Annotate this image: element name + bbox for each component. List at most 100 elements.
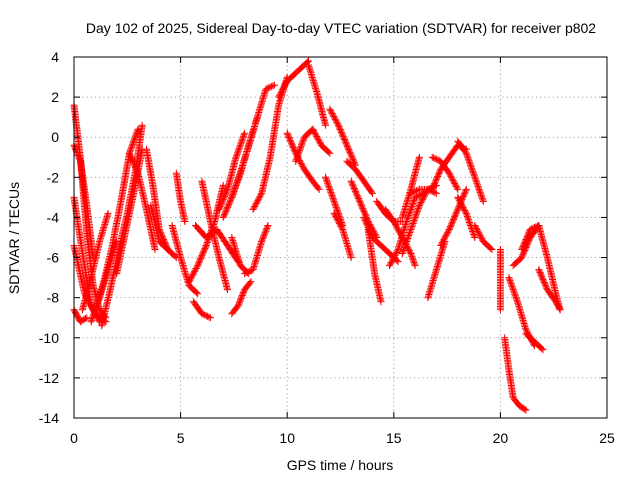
data-point	[87, 301, 95, 309]
y-tick-label: -8	[47, 290, 60, 306]
data-point	[222, 190, 230, 198]
series-track	[505, 274, 538, 350]
data-point	[449, 217, 457, 225]
data-point	[521, 405, 529, 413]
data-point	[219, 181, 227, 189]
data-point	[332, 203, 340, 211]
data-point	[270, 81, 278, 89]
data-point	[258, 236, 266, 244]
data-point	[540, 277, 548, 285]
data-point	[240, 131, 248, 139]
data-point	[334, 121, 342, 129]
data-point	[459, 204, 467, 212]
data-point	[218, 198, 226, 206]
data-point	[188, 273, 195, 281]
data-point	[338, 224, 346, 232]
data-point	[368, 188, 375, 196]
data-point	[518, 244, 526, 252]
data-point	[261, 230, 268, 238]
data-point	[477, 233, 485, 241]
data-point	[510, 287, 518, 295]
data-point	[394, 225, 402, 233]
data-point	[297, 160, 305, 167]
data-point	[455, 196, 463, 204]
data-point	[255, 195, 262, 203]
data-point	[90, 310, 98, 318]
data-point	[453, 184, 461, 192]
data-point	[263, 223, 271, 231]
data-point	[132, 131, 140, 139]
data-point	[104, 209, 112, 217]
data-point	[476, 188, 484, 196]
data-point	[350, 185, 358, 192]
data-point	[475, 184, 482, 192]
data-point	[519, 243, 527, 251]
series-track	[522, 330, 547, 354]
data-point	[511, 292, 519, 300]
data-point	[475, 229, 483, 237]
data-point	[405, 211, 413, 219]
data-point	[262, 227, 270, 235]
data-point	[352, 189, 360, 197]
data-point	[469, 169, 477, 177]
data-point	[255, 194, 263, 202]
data-point	[249, 205, 257, 213]
data-point	[394, 258, 402, 266]
data-point	[324, 181, 332, 189]
x-tick-label: 0	[70, 430, 78, 446]
data-point	[391, 219, 399, 227]
data-point	[127, 145, 135, 153]
plot-frame	[73, 56, 608, 419]
data-point	[257, 191, 265, 199]
data-point	[348, 153, 356, 161]
data-point	[347, 254, 355, 262]
data-point	[410, 257, 417, 265]
data-point	[196, 257, 203, 265]
data-point	[287, 138, 295, 146]
data-point	[389, 256, 397, 264]
data-point	[402, 241, 409, 248]
data-point	[350, 157, 358, 165]
data-point	[83, 314, 91, 322]
data-point	[221, 191, 229, 199]
data-point	[400, 245, 408, 253]
data-point	[253, 198, 261, 206]
data-point	[293, 153, 301, 161]
data-point	[464, 215, 472, 223]
data-point	[524, 230, 532, 238]
data-point	[132, 165, 140, 173]
data-point	[345, 146, 353, 153]
data-point	[415, 153, 423, 161]
data-point	[408, 223, 416, 230]
data-point	[406, 227, 414, 235]
data-point	[295, 148, 303, 156]
data-point	[226, 198, 234, 206]
x-tick-label: 15	[386, 430, 402, 446]
data-point	[332, 212, 340, 220]
data-point	[331, 199, 339, 207]
data-point	[133, 168, 141, 176]
data-point	[451, 180, 459, 187]
data-point	[219, 195, 227, 203]
data-point	[237, 140, 245, 148]
data-point	[220, 212, 228, 220]
data-point	[432, 189, 440, 197]
data-point	[72, 146, 80, 154]
data-point	[520, 249, 527, 257]
data-point	[314, 135, 322, 143]
data-point	[266, 83, 274, 91]
data-point	[185, 278, 193, 286]
data-point	[186, 276, 194, 284]
data-point	[251, 201, 259, 209]
data-point	[256, 192, 264, 200]
data-point	[471, 234, 479, 241]
y-tick-label: -6	[47, 250, 60, 266]
data-point	[463, 211, 471, 219]
data-point	[239, 289, 247, 297]
data-point	[451, 213, 459, 221]
data-point	[191, 266, 199, 274]
data-point	[151, 246, 159, 253]
data-point	[339, 133, 347, 141]
series-track	[198, 177, 231, 294]
data-point	[316, 138, 324, 146]
